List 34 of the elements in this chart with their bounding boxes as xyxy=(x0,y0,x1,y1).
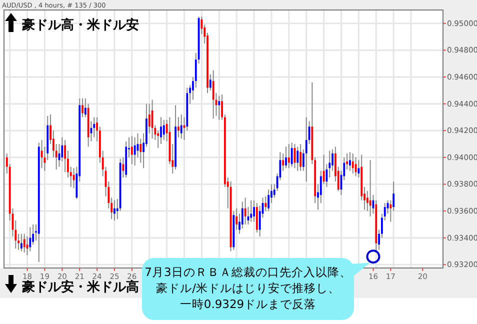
candlestick xyxy=(285,146,287,169)
candlestick xyxy=(296,146,299,172)
candlestick xyxy=(180,114,182,140)
candlestick xyxy=(218,95,220,120)
candlestick xyxy=(20,233,22,252)
candlestick xyxy=(300,144,302,172)
candlestick xyxy=(29,226,32,252)
candlestick xyxy=(84,98,86,118)
candlestick xyxy=(264,196,267,212)
annotation: 豪ドル高・米ドル安 xyxy=(21,17,139,33)
candlestick xyxy=(349,152,351,172)
candlestick xyxy=(82,98,84,118)
candlestick xyxy=(250,200,252,222)
candlestick xyxy=(162,119,165,141)
text: 豪ドル安・米ドル高 xyxy=(21,279,139,295)
candlestick xyxy=(134,136,136,166)
candlestick xyxy=(288,144,290,169)
candlestick xyxy=(114,200,116,221)
candlestick xyxy=(23,233,26,254)
candlestick xyxy=(177,116,180,138)
candlestick xyxy=(352,152,354,174)
candlestick xyxy=(212,70,214,120)
candlestick xyxy=(253,200,255,222)
candlestick xyxy=(93,116,96,138)
candlestick xyxy=(290,142,293,168)
candlestick xyxy=(369,160,372,217)
annotation: 7月3日のＲＢＡ総裁の口先介入以降、豪ドル/米ドルはじり安で推移し、一時0.9329ドルまで反落 xyxy=(144,265,352,311)
candlestick xyxy=(236,208,238,230)
candlestick xyxy=(282,152,284,172)
candlestick xyxy=(358,160,360,178)
candlestick xyxy=(256,202,258,233)
candlestick xyxy=(130,135,133,165)
candlestick xyxy=(160,116,162,145)
candlestick xyxy=(305,116,308,182)
